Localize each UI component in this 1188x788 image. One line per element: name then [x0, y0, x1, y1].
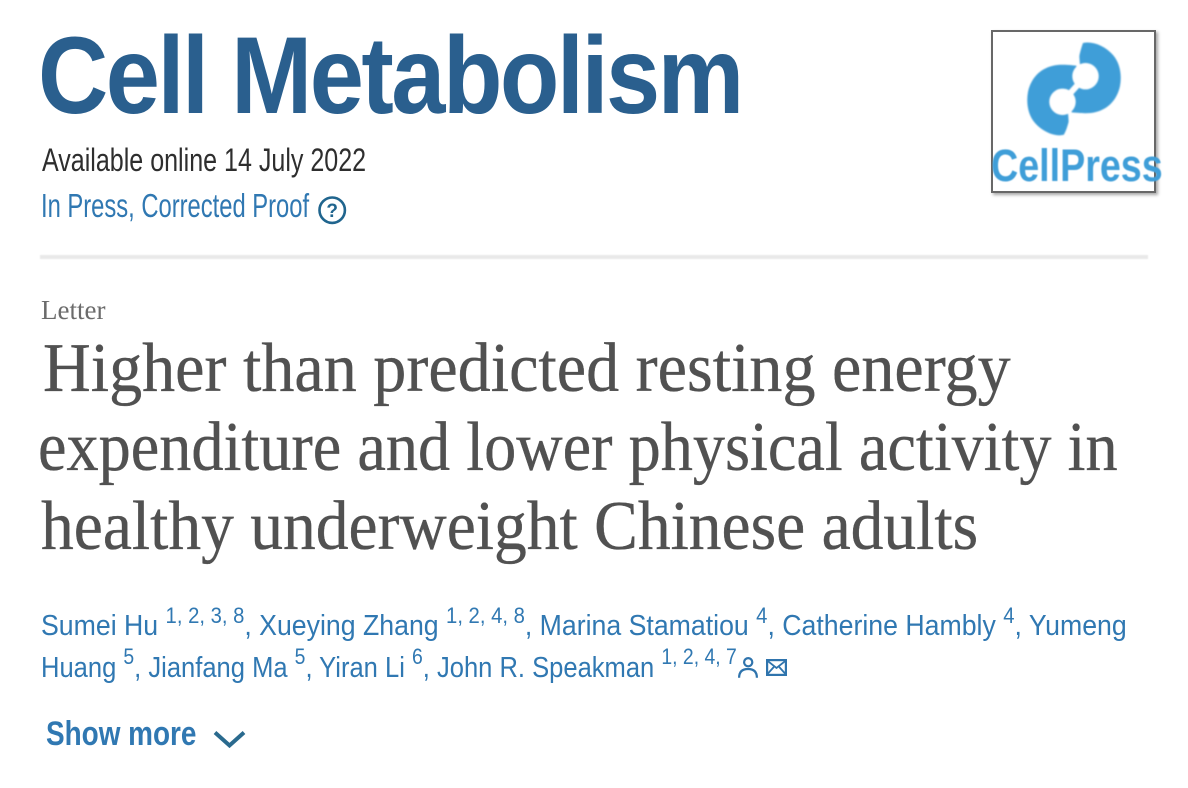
svg-text:?: ? [326, 200, 338, 221]
